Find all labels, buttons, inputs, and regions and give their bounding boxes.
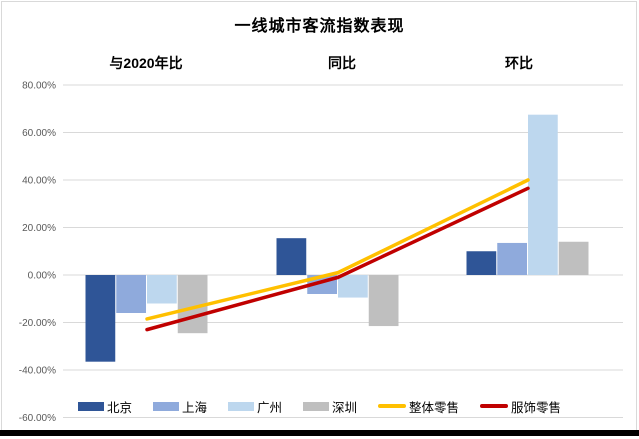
bar-guangzhou-1 <box>338 275 368 298</box>
legend-label-shenzhen: 深圳 <box>332 400 358 415</box>
legend-item-apparel-retail: 服饰零售 <box>480 397 561 416</box>
legend-swatch-apparel-retail <box>480 404 509 408</box>
legend-label-overall-retail: 整体零售 <box>409 400 460 415</box>
legend-label-apparel-retail: 服饰零售 <box>511 400 562 415</box>
legend-item-overall-retail: 整体零售 <box>378 397 459 416</box>
legend-swatch-overall-retail <box>378 404 407 408</box>
bar-shanghai-0 <box>116 275 146 313</box>
category-label-mom: 环比 <box>505 55 533 71</box>
legend: 北京 上海 广州 深圳 整体零售 服饰零售 <box>0 395 639 417</box>
bar-beijing-1 <box>276 238 307 275</box>
bar-beijing-0 <box>85 275 116 362</box>
y-axis-tick-label: 20.00% <box>22 223 56 234</box>
y-axis-tick-label: 0.00% <box>28 271 56 282</box>
legend-label-shanghai: 上海 <box>181 400 207 415</box>
y-axis-tick-label: 60.00% <box>22 128 56 139</box>
y-axis-tick-label: -40.00% <box>19 366 56 377</box>
y-axis-tick-label: 80.00% <box>22 81 56 92</box>
bar-shanghai-2 <box>497 242 527 275</box>
legend-swatch-guangzhou <box>227 401 254 411</box>
bar-beijing-2 <box>466 251 497 275</box>
category-label-yoy: 同比 <box>328 55 356 71</box>
bar-guangzhou-0 <box>147 275 177 304</box>
legend-item-beijing: 北京 <box>77 397 132 416</box>
legend-label-guangzhou: 广州 <box>256 400 282 415</box>
bar-shenzhen-2 <box>558 241 589 275</box>
legend-item-shenzhen: 深圳 <box>303 397 357 416</box>
legend-swatch-beijing <box>77 401 104 411</box>
legend-swatch-shenzhen <box>303 401 329 411</box>
legend-swatch-shanghai <box>152 401 179 411</box>
y-axis-tick-label: -20.00% <box>19 318 56 329</box>
y-axis-tick-label: 40.00% <box>22 176 56 187</box>
y-axis-tick-label: -60.00% <box>19 413 56 424</box>
legend-label-beijing: 北京 <box>106 400 132 415</box>
line-apparel-retail <box>145 186 530 332</box>
bar-guangzhou-2 <box>528 114 558 275</box>
line-overall-retail <box>145 178 530 321</box>
bar-shenzhen-1 <box>368 275 399 327</box>
bottom-edge-bar <box>0 430 639 436</box>
legend-item-shanghai: 上海 <box>152 397 207 416</box>
chart-title: 一线城市客流指数表现 <box>234 18 405 35</box>
legend-item-guangzhou: 广州 <box>227 397 282 416</box>
category-label-vs2020: 与2020年比 <box>109 55 183 71</box>
